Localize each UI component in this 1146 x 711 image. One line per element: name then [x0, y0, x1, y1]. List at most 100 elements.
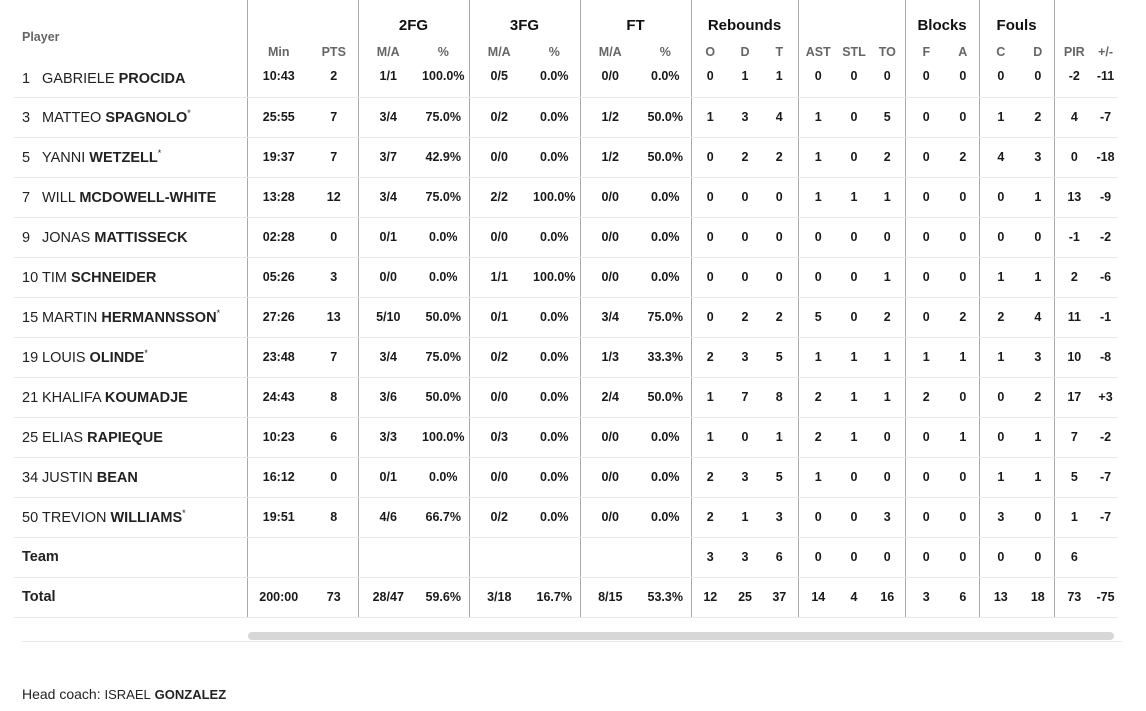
- stat-ft-pct: 0.0%: [640, 257, 692, 298]
- stat-3fg-pct: 0.0%: [529, 417, 580, 458]
- stat-reb-d: 3: [729, 457, 762, 498]
- stat-stl: 0: [838, 497, 871, 538]
- stat-3fg-ma: [468, 537, 529, 578]
- stat-pir: 13: [1053, 177, 1095, 218]
- stat-plusminus: -2: [1094, 217, 1118, 258]
- stat-pts: 8: [310, 497, 358, 538]
- column-header-plusminus[interactable]: +/-: [1098, 45, 1114, 59]
- stat-3fg-pct: 0.0%: [529, 137, 580, 178]
- stat-reb-t: 1: [761, 417, 799, 458]
- stat-blk-f: 0: [904, 537, 948, 578]
- column-header-to[interactable]: TO: [878, 45, 896, 59]
- player-last-name[interactable]: WILLIAMS: [110, 509, 183, 526]
- stat-pts: 73: [310, 577, 358, 618]
- stat-pts: 0: [310, 217, 358, 258]
- stat-pir: 6: [1053, 537, 1095, 578]
- column-header-reb-d[interactable]: D: [740, 45, 750, 59]
- column-header-pir[interactable]: PIR: [1053, 39, 1095, 64]
- stat-blk-f: 0: [904, 457, 948, 498]
- column-header-ast[interactable]: AST: [797, 39, 839, 64]
- player-last-name[interactable]: WETZELL: [89, 149, 158, 166]
- column-header-pts[interactable]: PTS: [321, 45, 346, 59]
- stat-min: 16:12: [246, 457, 310, 498]
- stat-min: 24:43: [246, 377, 310, 418]
- stat-pts: 7: [310, 97, 358, 138]
- stat-ft-ma: 0/0: [579, 64, 640, 98]
- player-last-name[interactable]: OLINDE: [89, 349, 145, 366]
- player-last-name[interactable]: HERMANNSSON: [101, 309, 217, 326]
- column-header-blk-a[interactable]: A: [958, 45, 968, 59]
- stat-ft-ma: [579, 537, 640, 578]
- stat-to: 16: [870, 577, 906, 618]
- player-last-name[interactable]: SPAGNOLO: [105, 109, 188, 126]
- stat-reb-o: 1: [690, 377, 730, 418]
- player-last-name[interactable]: BEAN: [96, 469, 138, 486]
- stat-reb-o: 0: [690, 297, 730, 338]
- player-last-name[interactable]: MCDOWELL-WHITE: [79, 189, 217, 206]
- column-header-reb-t[interactable]: T: [775, 45, 784, 59]
- stat-stl: 1: [838, 177, 871, 218]
- column-header-reb-o[interactable]: O: [690, 39, 730, 64]
- column-header-3fg-ma[interactable]: M/A: [468, 39, 529, 64]
- player-row: 15 MARTIN HERMANNSSON* 27:26 13 5/10 50.0% 0/1…: [14, 297, 1118, 338]
- stat-plusminus: +3: [1094, 377, 1118, 418]
- stat-pir: 5: [1053, 457, 1095, 498]
- column-header-stl[interactable]: STL: [842, 45, 866, 59]
- player-first-name: ELIAS: [42, 429, 84, 446]
- column-header-3fg-pct[interactable]: %: [548, 45, 560, 59]
- player-first-name: YANNI: [42, 149, 86, 166]
- stat-reb-d: 0: [729, 177, 762, 218]
- player-number: 34: [22, 469, 39, 486]
- stat-ft-pct: 50.0%: [640, 137, 692, 178]
- stat-2fg-pct: 75.0%: [418, 337, 469, 378]
- stat-blk-f: 3: [904, 577, 948, 618]
- player-last-name[interactable]: MATTISSECK: [94, 229, 188, 246]
- stat-stl: 1: [838, 337, 871, 378]
- horizontal-scrollbar[interactable]: [248, 632, 1114, 640]
- stat-2fg-ma: 0/1: [357, 457, 418, 498]
- stat-fouls-d: 1: [1022, 417, 1055, 458]
- stat-min: 25:55: [246, 97, 310, 138]
- stat-reb-d: 0: [729, 217, 762, 258]
- stat-ft-pct: 0.0%: [640, 417, 692, 458]
- player-last-name[interactable]: SCHNEIDER: [71, 269, 157, 286]
- column-header-ft-ma[interactable]: M/A: [579, 39, 640, 64]
- stat-fouls-c: 2: [978, 297, 1023, 338]
- stat-reb-d: 0: [729, 257, 762, 298]
- stat-reb-d: 3: [729, 337, 762, 378]
- column-header-fouls-c[interactable]: C: [978, 39, 1023, 64]
- stat-reb-t: 37: [761, 577, 799, 618]
- player-last-name[interactable]: KOUMADJE: [104, 389, 188, 406]
- stat-3fg-ma: 0/2: [468, 497, 529, 538]
- stat-2fg-pct: 50.0%: [418, 377, 469, 418]
- stat-min: 10:23: [246, 417, 310, 458]
- stat-3fg-ma: 3/18: [468, 577, 529, 618]
- stat-ast: 1: [797, 177, 839, 218]
- player-first-name: JONAS: [42, 229, 91, 246]
- player-last-name[interactable]: RAPIEQUE: [87, 429, 163, 446]
- stat-blk-a: 1: [947, 417, 980, 458]
- player-number: 25: [22, 429, 39, 446]
- stat-reb-o: 3: [690, 537, 730, 578]
- stat-fouls-d: 0: [1022, 64, 1055, 98]
- stat-ast: 0: [797, 537, 839, 578]
- stat-plusminus: -11: [1094, 64, 1118, 98]
- boxscore-container: 2FG 3FG FT Rebounds Blocks Fouls Player …: [14, 0, 1124, 618]
- stat-stl: 0: [838, 257, 871, 298]
- stat-ft-pct: 0.0%: [640, 177, 692, 218]
- column-header-ft-pct[interactable]: %: [659, 45, 671, 59]
- head-coach: Head coach: ISRAEL GONZALEZ: [22, 686, 226, 702]
- player-number: 15: [22, 309, 39, 326]
- player-row: 25 ELIAS RAPIEQUE 10:23 6 3/3 100.0% 0/3 0.0% 0/…: [14, 417, 1118, 458]
- stat-reb-t: 0: [761, 177, 799, 218]
- player-last-name[interactable]: PROCIDA: [118, 70, 186, 87]
- column-header-fouls-d[interactable]: D: [1033, 45, 1043, 59]
- stat-ft-ma: 0/0: [579, 217, 640, 258]
- group-fouls: Fouls: [978, 0, 1055, 39]
- column-header-blk-f[interactable]: F: [904, 39, 948, 64]
- column-header-2fg-pct[interactable]: %: [437, 45, 449, 59]
- column-header-min[interactable]: Min: [246, 39, 310, 64]
- column-header-2fg-ma[interactable]: M/A: [357, 39, 418, 64]
- stat-reb-t: 8: [761, 377, 799, 418]
- column-header-player[interactable]: Player: [22, 30, 60, 44]
